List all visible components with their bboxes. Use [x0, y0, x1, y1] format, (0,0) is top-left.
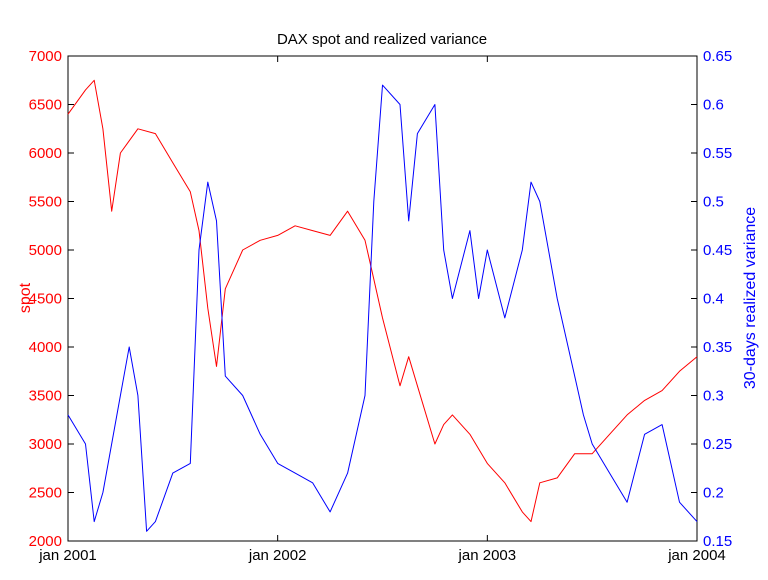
x-tick-label: jan 2004	[667, 547, 726, 564]
right-tick-label: 0.45	[703, 242, 732, 259]
x-tick-label: jan 2002	[248, 547, 307, 564]
series-layer	[67, 79, 698, 532]
right-tick-label: 0.6	[703, 97, 724, 114]
x-tick-label: jan 2001	[38, 547, 97, 564]
right-tick-label: 0.2	[703, 485, 724, 502]
right-tick-label: 0.65	[703, 48, 732, 65]
chart-title: DAX spot and realized variance	[277, 31, 487, 48]
x-tick-label: jan 2003	[458, 547, 517, 564]
left-tick-label: 5500	[29, 194, 62, 211]
right-tick-label: 0.55	[703, 145, 732, 162]
plot-frame	[67, 55, 698, 542]
left-tick-label: 4500	[29, 291, 62, 308]
left-tick-label: 5000	[29, 242, 62, 259]
right-tick-label: 0.4	[703, 291, 724, 308]
right-tick-label: 0.15	[703, 533, 732, 550]
left-tick-label: 2500	[29, 485, 62, 502]
left-tick-label: 6500	[29, 97, 62, 114]
spot-series-line	[67, 79, 698, 523]
right-axis: 0.15 0.2 0.25 0.3 0.35 0.4 0.45 0.5 0.55 0.6 0.65	[691, 48, 732, 550]
left-axis-label: spot	[17, 282, 34, 313]
left-tick-label: 3500	[29, 388, 62, 405]
x-axis: jan 2001 jan 2002 jan 2003 jan 2004	[38, 56, 726, 564]
right-tick-label: 0.35	[703, 339, 732, 356]
left-tick-label: 4000	[29, 339, 62, 356]
left-tick-label: 3000	[29, 436, 62, 453]
left-tick-label: 7000	[29, 48, 62, 65]
variance-series-line	[67, 84, 698, 532]
right-tick-label: 0.5	[703, 194, 724, 211]
right-tick-label: 0.3	[703, 388, 724, 405]
left-tick-label: 2000	[29, 533, 62, 550]
right-axis-label: 30-days realized variance	[742, 207, 759, 389]
right-tick-label: 0.25	[703, 436, 732, 453]
left-axis: 2000 2500 3000 3500 4000 4500 5000 5500 6000 6500…	[29, 48, 74, 550]
left-tick-label: 6000	[29, 145, 62, 162]
